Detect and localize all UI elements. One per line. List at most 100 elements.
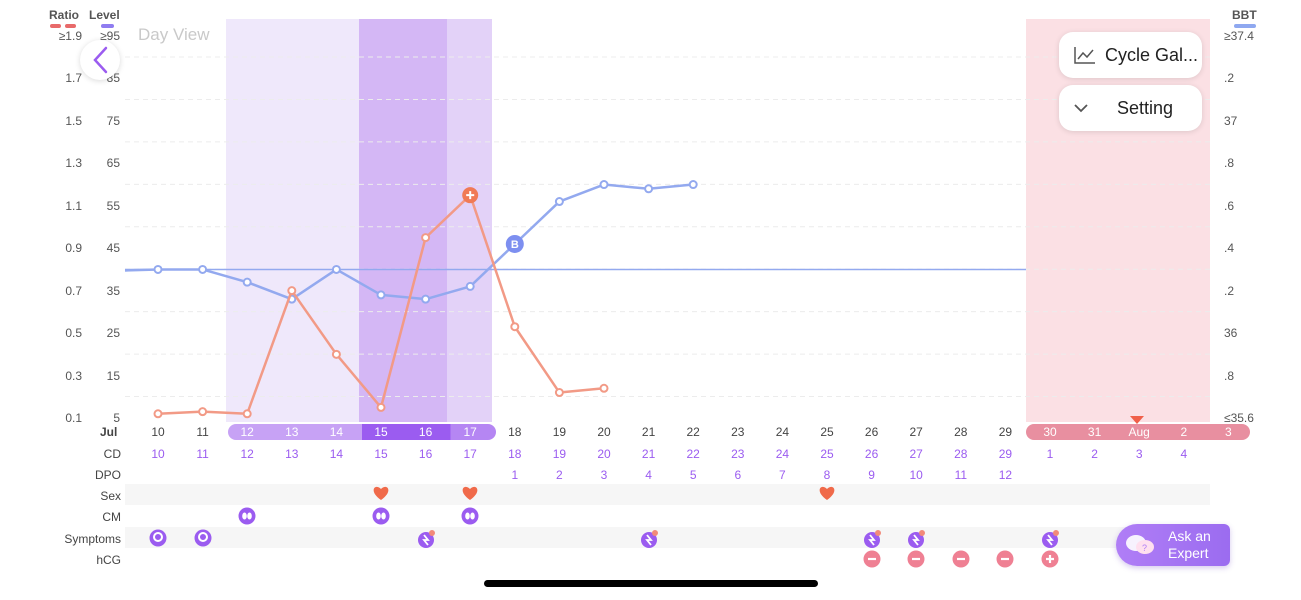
hcg-negative-icon[interactable] xyxy=(907,550,925,568)
date-label[interactable]: 16 xyxy=(418,425,433,439)
ratio-tick-label: 1.7 xyxy=(65,71,82,86)
date-label[interactable]: 2 xyxy=(1180,425,1188,439)
date-label[interactable]: 20 xyxy=(597,425,611,439)
symptoms-label: Symptoms xyxy=(64,532,121,546)
cervical-mucus-icon[interactable] xyxy=(238,507,256,525)
symptom-icon[interactable] xyxy=(194,529,212,547)
dpo-value: 11 xyxy=(954,468,968,482)
date-label[interactable]: 24 xyxy=(775,425,790,439)
heart-icon[interactable] xyxy=(461,485,479,503)
ratio-tick-label: 0.5 xyxy=(65,326,82,341)
hcg-negative-icon[interactable] xyxy=(952,550,970,568)
symptom-pain-icon[interactable] xyxy=(640,529,658,548)
bbt-tick-label: .4 xyxy=(1224,241,1235,256)
setting-label: Setting xyxy=(1117,97,1174,118)
setting-button[interactable]: Setting xyxy=(1059,85,1202,131)
fertile-band-light xyxy=(226,19,360,422)
cd-value: 10 xyxy=(151,447,165,461)
cd-value: 21 xyxy=(641,447,656,461)
date-label[interactable]: 23 xyxy=(731,425,745,439)
date-label[interactable]: 21 xyxy=(641,425,656,439)
cervical-mucus-icon[interactable] xyxy=(461,507,479,525)
date-label[interactable]: 28 xyxy=(954,425,968,439)
date-label[interactable]: 30 xyxy=(1043,425,1057,439)
date-label[interactable]: 25 xyxy=(820,425,834,439)
hcg-positive-icon[interactable] xyxy=(1041,550,1059,568)
symptom-icon[interactable] xyxy=(149,529,167,547)
level-point xyxy=(376,290,386,300)
chat-bubbles-icon: ? xyxy=(1126,535,1154,554)
hcg-negative-icon[interactable] xyxy=(996,550,1014,568)
cycle-gallery-button[interactable]: Cycle Gal... xyxy=(1059,32,1202,78)
date-label[interactable]: 19 xyxy=(552,425,567,439)
hcg-negative-icon[interactable] xyxy=(863,550,881,568)
ratio-tick-label: ≥1.9 xyxy=(58,29,82,43)
symptom-pain-icon[interactable] xyxy=(1041,529,1059,548)
date-label[interactable]: 13 xyxy=(285,425,299,439)
ask-expert-button[interactable]: ? Ask an Expert xyxy=(1116,524,1230,566)
cd-value: 3 xyxy=(1135,447,1143,461)
cm-label: CM xyxy=(102,510,121,524)
cd-label: CD xyxy=(103,447,121,461)
level-point xyxy=(242,277,252,287)
date-label[interactable]: 18 xyxy=(508,425,522,439)
dpo-value: 9 xyxy=(868,468,875,482)
cd-value: 13 xyxy=(285,447,299,461)
level-header: Level xyxy=(89,8,120,22)
date-label[interactable]: 31 xyxy=(1087,425,1102,439)
ratio-tick-label: 1.1 xyxy=(65,198,82,213)
dpo-value: 3 xyxy=(600,468,608,482)
date-label[interactable]: 10 xyxy=(151,425,165,439)
cd-value: 16 xyxy=(418,447,433,461)
date-label[interactable]: 27 xyxy=(909,425,923,439)
level-tick-label: 75 xyxy=(106,113,120,128)
ratio-point xyxy=(331,349,341,359)
level-point xyxy=(465,281,475,291)
ratio-tick-label: 0.1 xyxy=(65,411,82,425)
level-tick-label: 15 xyxy=(106,368,120,383)
ratio-point xyxy=(198,407,208,417)
cd-value: 4 xyxy=(1180,447,1188,461)
symptom-pain-icon[interactable] xyxy=(907,529,926,548)
date-label[interactable]: Aug xyxy=(1128,425,1150,439)
dpo-value: 1 xyxy=(511,468,519,482)
level-point xyxy=(198,264,208,274)
date-label[interactable]: 15 xyxy=(374,425,388,439)
date-label[interactable]: 22 xyxy=(686,425,700,439)
date-label[interactable]: 12 xyxy=(240,425,254,439)
cd-value: 27 xyxy=(909,447,923,461)
hcg-label: hCG xyxy=(96,553,121,567)
plus-icon xyxy=(466,191,475,200)
ratio-tick-label: 0.9 xyxy=(65,241,82,256)
back-button[interactable] xyxy=(80,40,120,80)
dpo-value: 12 xyxy=(998,468,1013,482)
cd-value: 11 xyxy=(196,447,209,461)
ratio-point xyxy=(554,388,564,398)
date-label[interactable]: 3 xyxy=(1225,425,1232,439)
date-label[interactable]: 26 xyxy=(864,425,879,439)
symptom-pain-icon[interactable] xyxy=(863,529,881,548)
symptom-pain-icon[interactable] xyxy=(417,529,435,548)
chevron-left-icon xyxy=(93,46,108,74)
chart-line-icon xyxy=(1074,47,1095,64)
ratio-point xyxy=(376,402,386,412)
dpo-value: 4 xyxy=(645,468,652,482)
heart-icon[interactable] xyxy=(818,485,836,503)
ratio-tick-label: 1.5 xyxy=(65,113,82,128)
ratio-legend xyxy=(50,24,76,28)
ratio-point xyxy=(242,409,252,419)
date-label[interactable]: 11 xyxy=(196,425,209,439)
ratio-point xyxy=(510,322,520,332)
home-indicator xyxy=(484,580,818,587)
heart-icon[interactable] xyxy=(372,485,390,503)
date-label[interactable]: 14 xyxy=(329,425,344,439)
date-label[interactable]: 29 xyxy=(998,425,1013,439)
level-point xyxy=(153,264,163,274)
date-label[interactable]: 17 xyxy=(463,425,477,439)
cervical-mucus-icon[interactable] xyxy=(372,507,390,525)
level-point xyxy=(644,184,654,194)
bbt-tick-label: .8 xyxy=(1224,368,1235,383)
bbt-tick-label: .2 xyxy=(1224,71,1235,86)
chevron-down-icon xyxy=(1074,104,1088,113)
bbt-legend xyxy=(1234,24,1256,28)
